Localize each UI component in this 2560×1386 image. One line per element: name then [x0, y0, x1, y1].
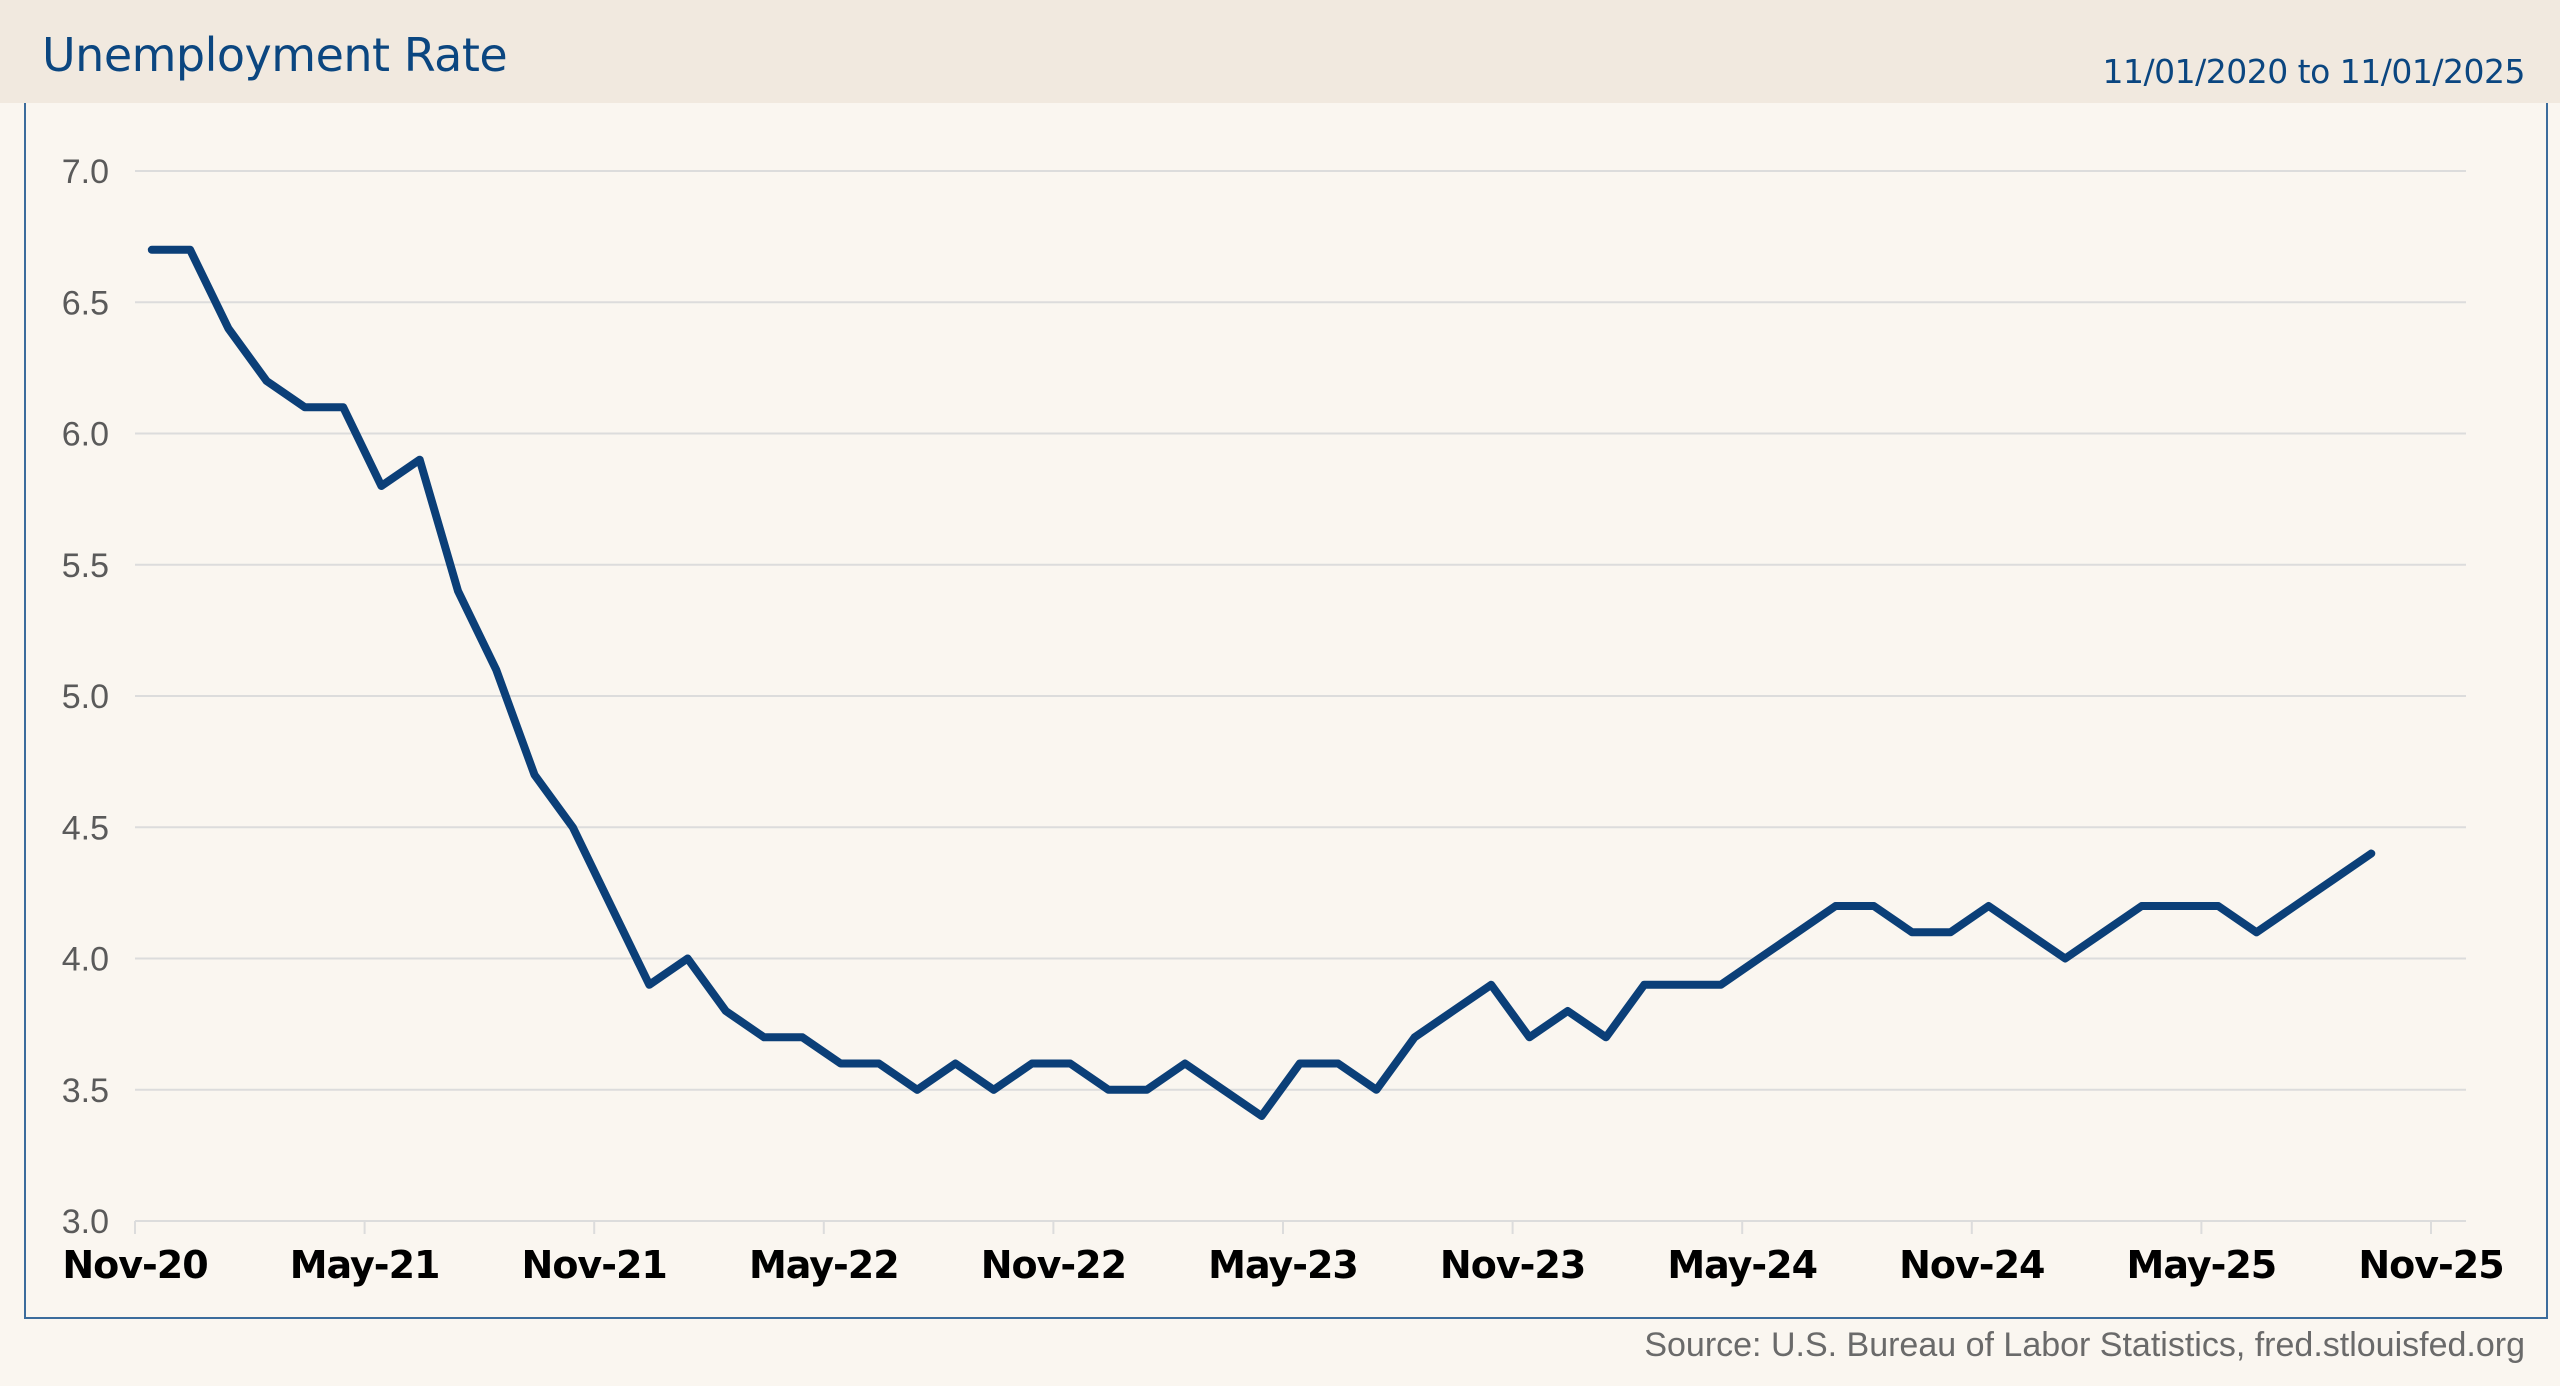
chart-frame: [24, 103, 2548, 1319]
x-tick-label: May-21: [290, 1243, 440, 1287]
series-line: [147, 245, 2376, 1120]
y-tick-label: 6.0: [62, 416, 109, 454]
x-tick-label: May-22: [749, 1243, 899, 1287]
source-note: Source: U.S. Bureau of Labor Statistics,…: [1644, 1326, 2525, 1364]
x-tick-label: Nov-23: [1440, 1243, 1585, 1287]
x-tick-label: May-25: [2127, 1243, 2277, 1287]
y-tick-label: 4.0: [62, 941, 109, 979]
y-tick-label: 5.5: [62, 547, 109, 585]
y-tick-label: 3.0: [62, 1203, 109, 1241]
y-tick-label: 4.5: [62, 809, 109, 847]
x-tick-label: May-23: [1208, 1243, 1358, 1287]
chart-title: Unemployment Rate: [42, 28, 508, 82]
y-tick-label: 7.0: [62, 153, 109, 191]
y-tick-label: 6.5: [62, 284, 109, 322]
x-tick-label: Nov-22: [981, 1243, 1126, 1287]
x-tick-label: Nov-25: [2358, 1243, 2503, 1287]
y-tick-label: 5.0: [62, 678, 109, 716]
y-tick-label: 3.5: [62, 1072, 109, 1110]
x-tick-label: Nov-24: [1899, 1243, 2044, 1287]
x-tick-label: Nov-21: [522, 1243, 667, 1287]
date-range: 11/01/2020 to 11/01/2025: [2102, 52, 2525, 91]
x-tick-label: May-24: [1667, 1243, 1817, 1287]
chart-header: Unemployment Rate 11/01/2020 to 11/01/20…: [0, 0, 2560, 103]
x-tick-label: Nov-20: [62, 1243, 207, 1287]
